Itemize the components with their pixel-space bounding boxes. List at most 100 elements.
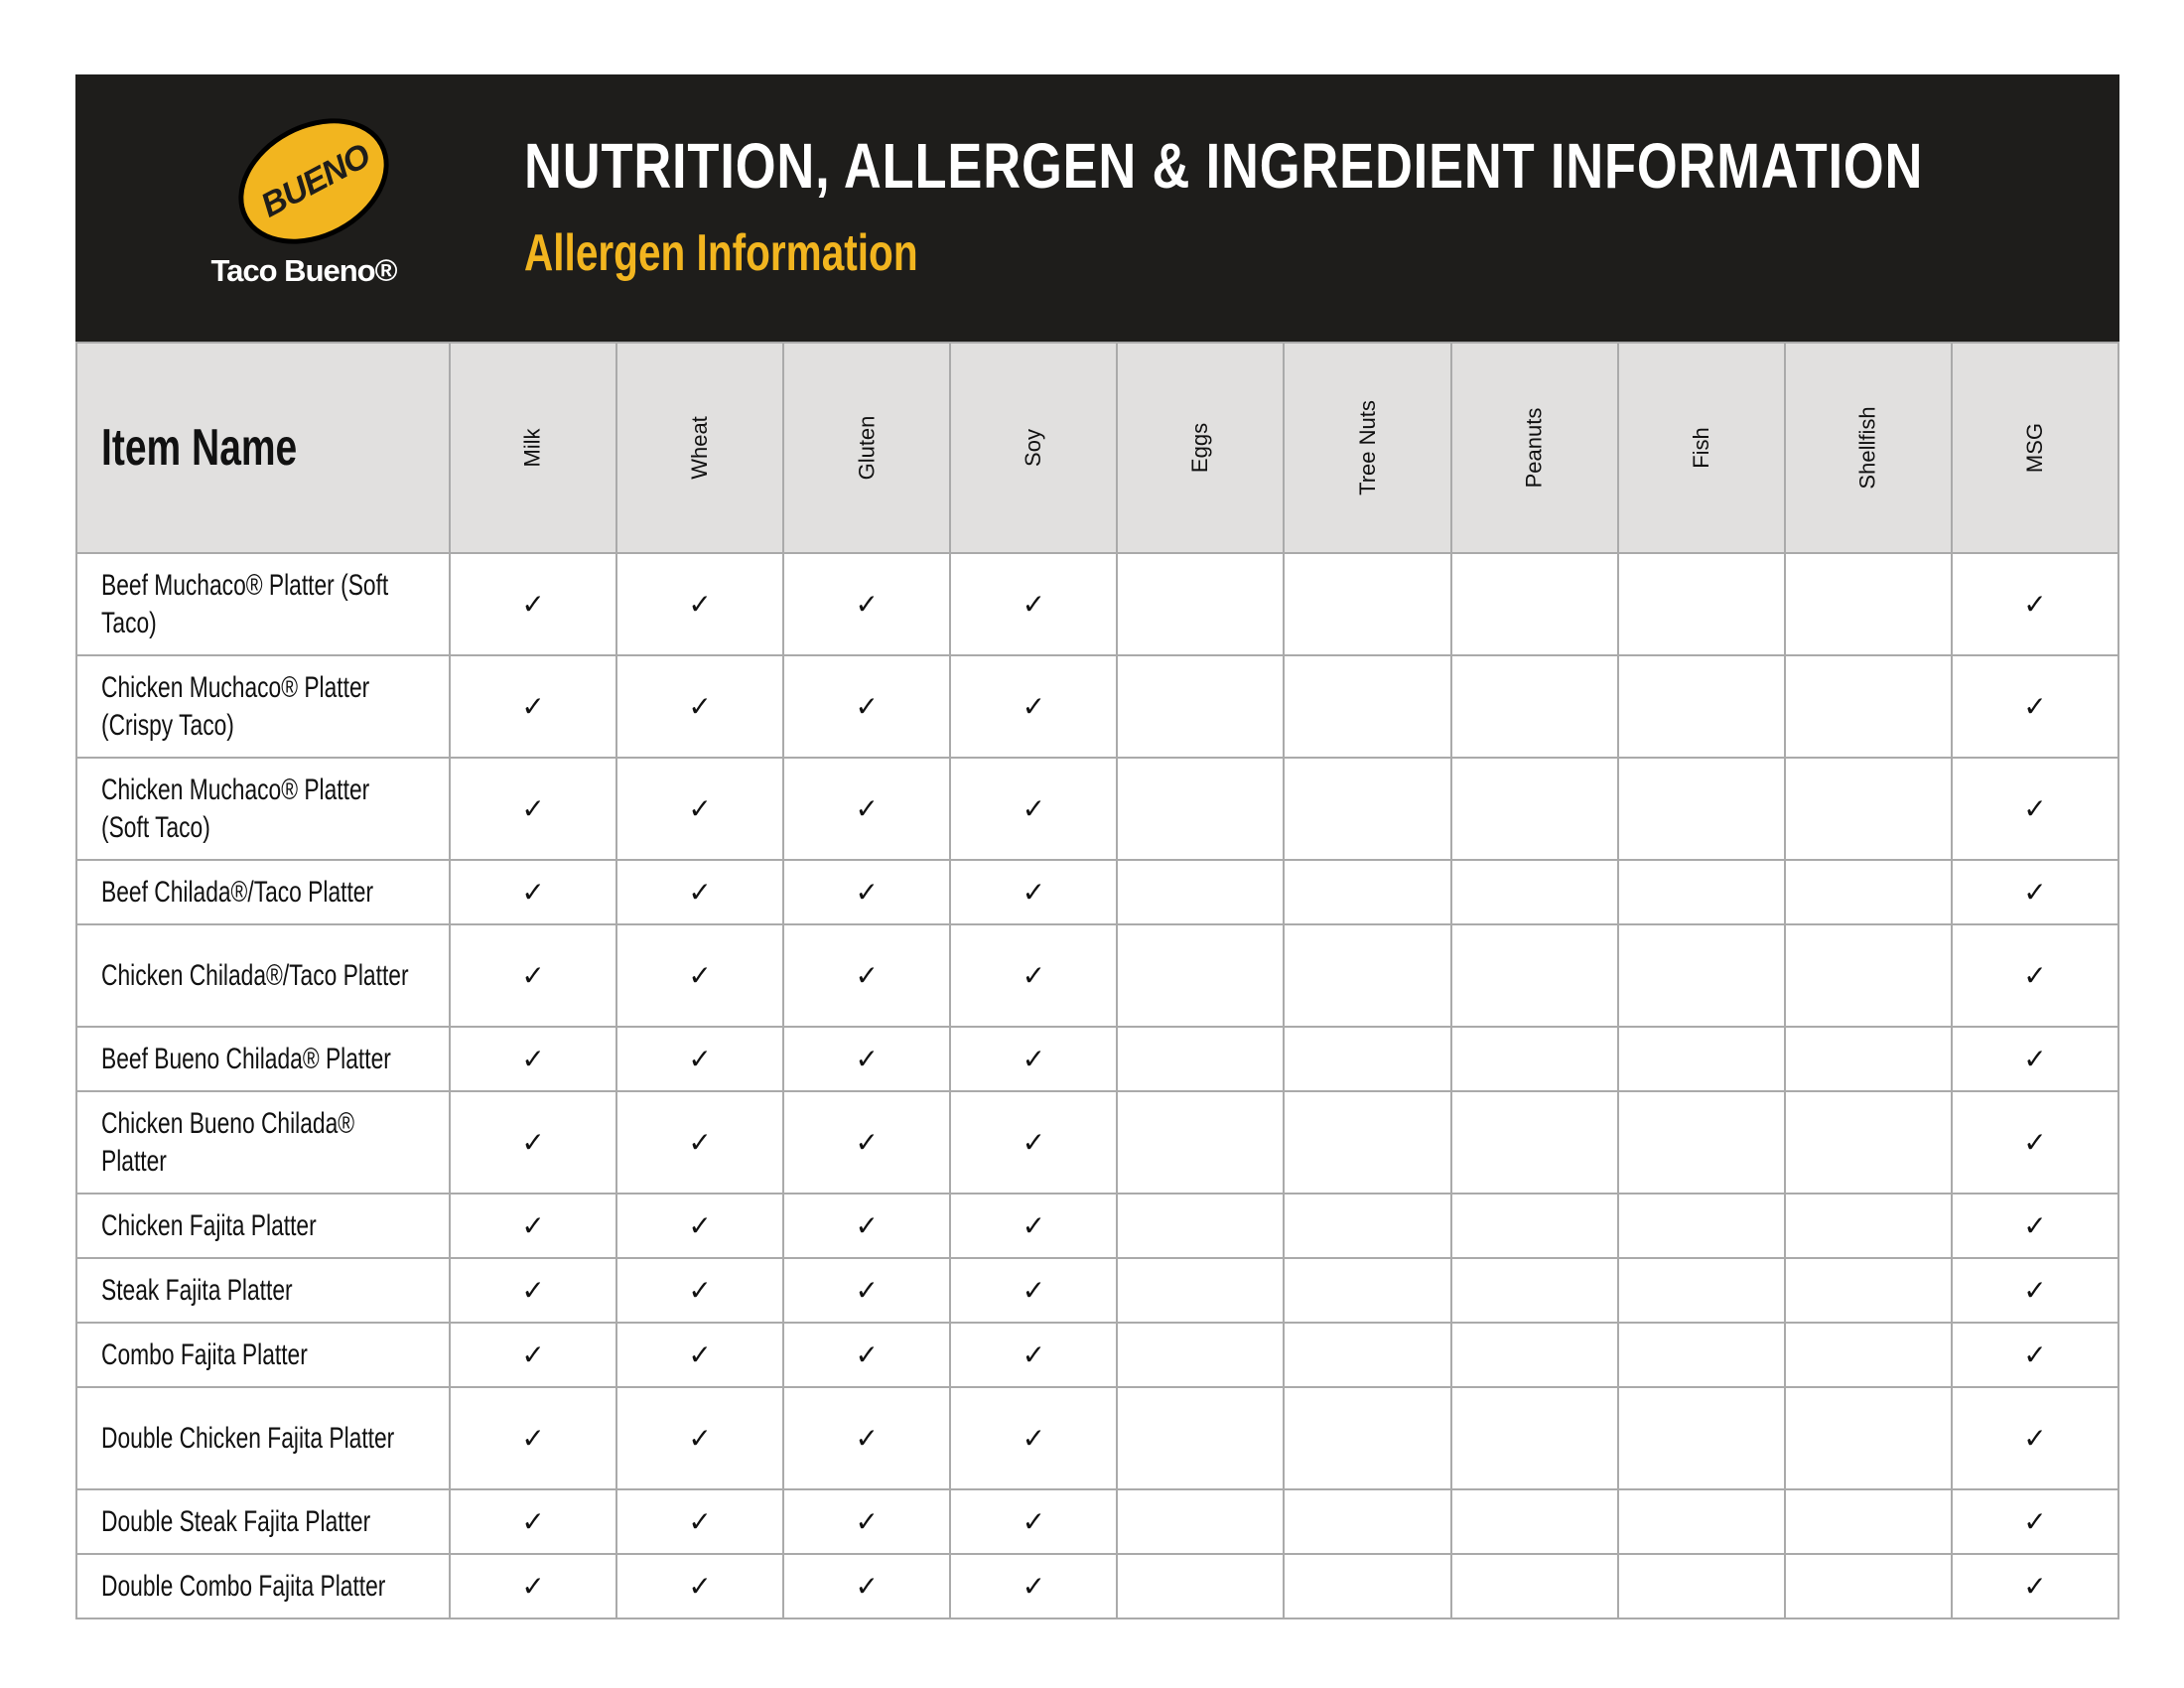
allergen-cell: ✓ (1950, 1193, 2120, 1259)
table-row: Double Combo Fajita Platter ✓ ✓ ✓ ✓ ✓ (75, 1553, 2120, 1619)
column-header-label: Tree Nuts (1354, 400, 1380, 495)
item-name: Beef Muchaco® Platter (Soft Taco) (101, 568, 389, 639)
allergen-cell: ✓ (615, 1090, 785, 1195)
check-icon: ✓ (521, 877, 545, 908)
check-icon: ✓ (521, 1506, 545, 1537)
item-name: Double Chicken Fajita Platter (101, 1421, 395, 1455)
check-icon: ✓ (1022, 589, 1046, 620)
allergen-cell (1783, 654, 1953, 759)
allergen-cell (1616, 1386, 1786, 1490)
column-header-label: Shellfish (1854, 406, 1880, 490)
check-icon: ✓ (688, 691, 712, 722)
allergen-cell (1783, 1488, 1953, 1555)
table-row: Steak Fajita Platter ✓ ✓ ✓ ✓ ✓ (75, 1257, 2120, 1324)
allergen-cell (1449, 1322, 1619, 1388)
check-icon: ✓ (855, 1044, 879, 1074)
check-icon: ✓ (855, 1423, 879, 1454)
allergen-cell (1616, 1488, 1786, 1555)
check-icon: ✓ (2023, 1571, 2047, 1602)
allergen-cell: ✓ (615, 654, 785, 759)
allergen-cell: ✓ (949, 923, 1119, 1028)
allergen-cell (1116, 1090, 1286, 1195)
column-header-gluten: Gluten (782, 342, 952, 554)
allergen-cell (1783, 1090, 1953, 1195)
check-icon: ✓ (2023, 877, 2047, 908)
check-icon: ✓ (1022, 877, 1046, 908)
table-row: Beef Bueno Chilada® Platter ✓ ✓ ✓ ✓ ✓ (75, 1026, 2120, 1092)
allergen-cell (1616, 859, 1786, 925)
check-icon: ✓ (1022, 1571, 1046, 1602)
allergen-cell (1616, 552, 1786, 656)
taco-bueno-logo: BUENO Taco Bueno® (195, 93, 413, 303)
allergen-cell: ✓ (615, 1257, 785, 1324)
allergen-cell (1449, 1386, 1619, 1490)
check-icon: ✓ (855, 793, 879, 824)
allergen-cell: ✓ (615, 859, 785, 925)
allergen-cell (1616, 1257, 1786, 1324)
check-icon: ✓ (1022, 1275, 1046, 1306)
allergen-cell (1783, 859, 1953, 925)
check-icon: ✓ (521, 589, 545, 620)
allergen-cell: ✓ (782, 923, 952, 1028)
allergen-cell (1449, 1553, 1619, 1619)
column-header-milk: Milk (448, 342, 618, 554)
check-icon: ✓ (521, 1571, 545, 1602)
allergen-cell (1616, 923, 1786, 1028)
allergen-cell: ✓ (949, 1488, 1119, 1555)
check-icon: ✓ (2023, 1044, 2047, 1074)
item-name: Beef Chilada®/Taco Platter (101, 875, 374, 909)
allergen-cell: ✓ (782, 1193, 952, 1259)
allergen-table: Item Name Milk Wheat Gluten Soy Eggs Tree Nut… (75, 342, 2120, 1619)
allergen-cell (1283, 1386, 1452, 1490)
item-name-cell: Beef Chilada®/Taco Platter (75, 859, 451, 925)
allergen-cell (1283, 1257, 1452, 1324)
column-header-fish: Fish (1616, 342, 1786, 554)
column-header-label: Soy (1021, 429, 1046, 467)
item-name-cell: Chicken Bueno Chilada® Platter (75, 1090, 451, 1195)
check-icon: ✓ (688, 1044, 712, 1074)
allergen-cell: ✓ (615, 1193, 785, 1259)
allergen-cell: ✓ (448, 1026, 618, 1092)
check-icon: ✓ (688, 960, 712, 991)
page-title: NUTRITION, ALLERGEN & INGREDIENT INFORMA… (524, 130, 1924, 202)
item-name-cell: Beef Muchaco® Platter (Soft Taco) (75, 552, 451, 656)
allergen-cell: ✓ (1950, 1090, 2120, 1195)
table-row: Beef Muchaco® Platter (Soft Taco) ✓ ✓ ✓ ✓ ✓ (75, 552, 2120, 656)
allergen-cell: ✓ (949, 1322, 1119, 1388)
allergen-cell (1116, 757, 1286, 861)
check-icon: ✓ (855, 589, 879, 620)
allergen-cell (1616, 1553, 1786, 1619)
table-row: Chicken Muchaco® Platter (Crispy Taco) ✓ ✓… (75, 654, 2120, 759)
allergen-cell (1783, 1553, 1953, 1619)
allergen-cell: ✓ (448, 654, 618, 759)
check-icon: ✓ (688, 1339, 712, 1370)
check-icon: ✓ (1022, 1127, 1046, 1158)
item-name-cell: Combo Fajita Platter (75, 1322, 451, 1388)
table-row: Chicken Bueno Chilada® Platter ✓ ✓ ✓ ✓ ✓ (75, 1090, 2120, 1195)
allergen-cell: ✓ (949, 1026, 1119, 1092)
table-row: Chicken Muchaco® Platter (Soft Taco) ✓ ✓ ✓ ✓… (75, 757, 2120, 861)
allergen-cell (1116, 859, 1286, 925)
allergen-cell: ✓ (615, 1322, 785, 1388)
check-icon: ✓ (521, 960, 545, 991)
table-row: Double Chicken Fajita Platter ✓ ✓ ✓ ✓ ✓ (75, 1386, 2120, 1490)
check-icon: ✓ (2023, 589, 2047, 620)
column-header-peanuts: Peanuts (1449, 342, 1619, 554)
allergen-cell (1449, 757, 1619, 861)
allergen-cell: ✓ (1950, 654, 2120, 759)
check-icon: ✓ (2023, 1210, 2047, 1241)
allergen-cell (1283, 859, 1452, 925)
item-name-cell: Chicken Muchaco® Platter (Crispy Taco) (75, 654, 451, 759)
check-icon: ✓ (2023, 1127, 2047, 1158)
allergen-cell (1116, 1553, 1286, 1619)
table-row: Combo Fajita Platter ✓ ✓ ✓ ✓ ✓ (75, 1322, 2120, 1388)
allergen-cell: ✓ (448, 552, 618, 656)
column-header-label: Fish (1688, 427, 1713, 469)
check-icon: ✓ (855, 1210, 879, 1241)
column-header-label: Milk (520, 428, 546, 468)
allergen-cell: ✓ (949, 1257, 1119, 1324)
page-header: BUENO Taco Bueno® NUTRITION, ALLERGEN & … (75, 74, 2119, 342)
allergen-cell (1283, 923, 1452, 1028)
allergen-cell (1116, 1193, 1286, 1259)
item-name: Double Steak Fajita Platter (101, 1504, 371, 1538)
